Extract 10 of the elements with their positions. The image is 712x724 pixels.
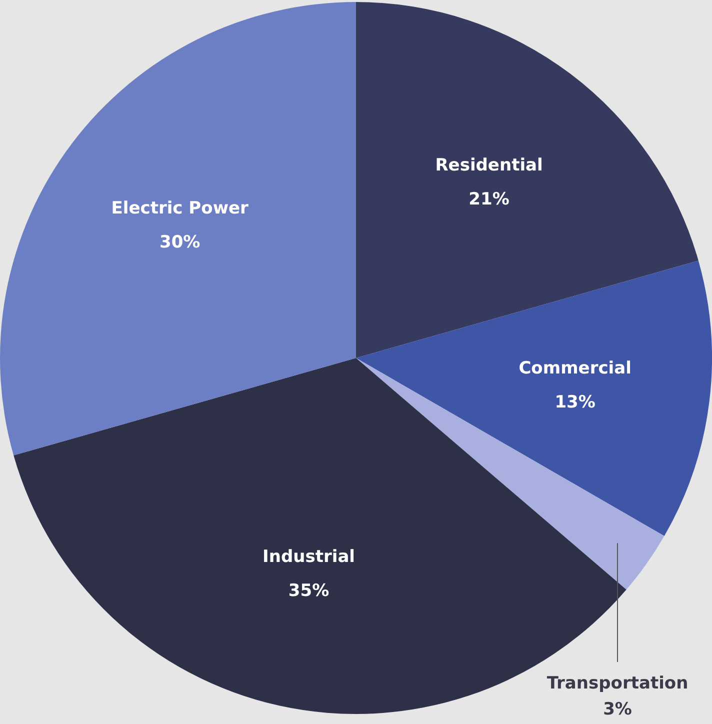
data-label: 13% — [554, 392, 596, 413]
slice-label: Electric Power — [111, 198, 250, 218]
slice-label: Commercial — [518, 358, 632, 379]
data-label: 35% — [288, 581, 330, 602]
data-label: 21% — [468, 189, 510, 210]
slice-label: Residential — [435, 155, 543, 176]
data-label: 30% — [160, 232, 200, 252]
slice-label: Industrial — [262, 547, 356, 568]
slice-label: Transportation — [546, 673, 688, 694]
data-label: 3% — [603, 699, 632, 720]
